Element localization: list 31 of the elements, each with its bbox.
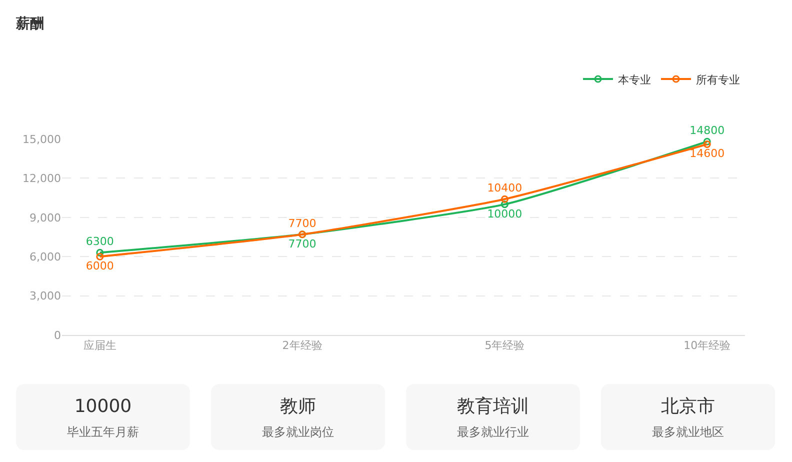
info-card: 北京市 最多就业地区 <box>601 384 775 450</box>
x-tick-label: 2年经验 <box>282 339 322 352</box>
x-tick-label: 10年经验 <box>684 339 731 352</box>
legend-label: 所有专业 <box>696 73 740 86</box>
y-tick-label: 3,000 <box>30 290 61 303</box>
point <box>703 138 711 146</box>
data-label: 7700 <box>288 237 316 250</box>
y-tick-label: 15,000 <box>22 132 61 146</box>
data-label: 6300 <box>86 235 114 248</box>
point <box>500 200 508 208</box>
data-label: 10400 <box>487 182 522 195</box>
legend-label: 本专业 <box>618 73 651 86</box>
info-card: 教师 最多就业岗位 <box>211 384 385 450</box>
point <box>500 195 508 203</box>
data-label: 10000 <box>487 207 522 220</box>
data-label: 14800 <box>690 124 725 138</box>
data-label: 14600 <box>690 147 725 160</box>
y-tick-label: 12,000 <box>22 172 61 186</box>
info-card: 教育培训 最多就业行业 <box>406 384 580 450</box>
x-tick-label: 应届生 <box>83 339 116 352</box>
chart-title: 薪酬 <box>14 16 44 32</box>
point <box>96 248 104 256</box>
data-label: 6000 <box>86 260 114 273</box>
point <box>96 252 104 260</box>
y-tick-label: 9,000 <box>30 211 61 224</box>
data-label: 7700 <box>288 216 316 230</box>
point <box>703 140 711 148</box>
x-tick-label: 5年经验 <box>484 339 525 352</box>
info-card: 10000 毕业五年月薪 <box>16 384 190 450</box>
y-tick-label: 0 <box>54 328 61 342</box>
y-tick-label: 6,000 <box>30 250 61 264</box>
